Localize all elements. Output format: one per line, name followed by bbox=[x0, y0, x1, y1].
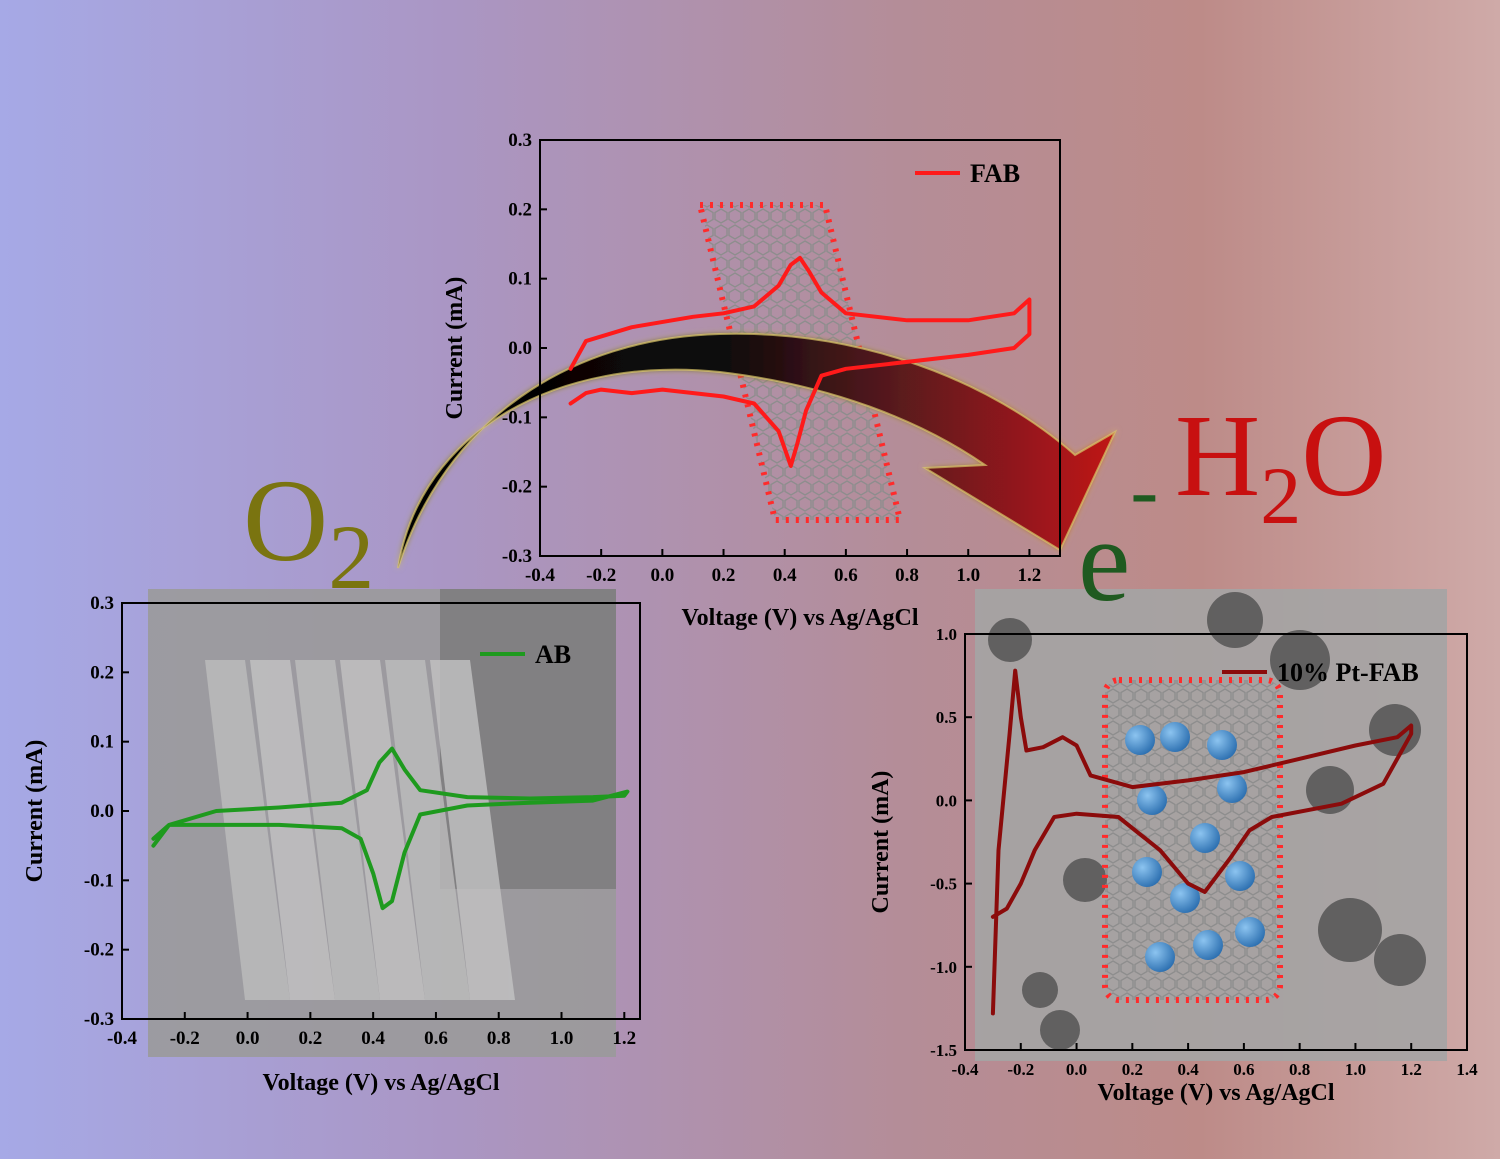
pt-particle bbox=[1137, 785, 1167, 815]
reaction-arrow bbox=[397, 332, 1118, 569]
x-tick-label: 0.8 bbox=[487, 1028, 511, 1049]
y-axis-label: Current (mA) bbox=[868, 771, 894, 914]
pt-particle bbox=[1235, 917, 1265, 947]
x-tick-label: 1.2 bbox=[1018, 565, 1042, 586]
x-tick-label: -0.2 bbox=[1007, 1060, 1034, 1079]
pt-particle bbox=[1170, 883, 1200, 913]
y-tick-label: 0.1 bbox=[90, 732, 114, 753]
x-tick-label: 0.0 bbox=[650, 565, 674, 586]
tem-dark-particles bbox=[988, 592, 1426, 1050]
y-tick-label: -0.5 bbox=[930, 875, 957, 894]
cv-chart-fab: -0.4 -0.2 0.0 0.2 0.4 0.6 0.8 1.0 1.2 0.3 0.2 0.1 0.… bbox=[442, 130, 1061, 631]
x-tick-label: 1.2 bbox=[1401, 1060, 1422, 1079]
x-tick-label: 1.2 bbox=[612, 1028, 636, 1049]
y-tick-label: 0.3 bbox=[508, 130, 532, 151]
y-tick-label: 0.0 bbox=[90, 801, 114, 822]
x-tick-label: -0.4 bbox=[952, 1060, 979, 1079]
h2o-label: H2O bbox=[1175, 390, 1386, 541]
ab-stacked-sheets-illustration bbox=[205, 660, 515, 1000]
y-tick-label: -0.2 bbox=[84, 940, 114, 961]
pt-particle bbox=[1225, 861, 1255, 891]
x-tick-label: 1.4 bbox=[1456, 1060, 1478, 1079]
y-tick-label: 1.0 bbox=[936, 625, 957, 644]
y-tick-label: 0.1 bbox=[508, 269, 532, 290]
y-tick-label: -0.2 bbox=[502, 477, 532, 498]
y-tick-label: -0.3 bbox=[502, 546, 532, 567]
pt-particle bbox=[1145, 942, 1175, 972]
pt-particle bbox=[1217, 773, 1247, 803]
y-axis-label: Current (mA) bbox=[442, 277, 468, 420]
pt-particle bbox=[1125, 725, 1155, 755]
x-tick-label: 0.6 bbox=[834, 565, 858, 586]
cv-curve-fab bbox=[568, 255, 1032, 468]
y-tick-label: 0.5 bbox=[936, 708, 957, 727]
y-tick-label: 0.0 bbox=[936, 791, 957, 810]
x-tick-label: -0.2 bbox=[586, 565, 616, 586]
x-tick-label: 1.0 bbox=[1345, 1060, 1366, 1079]
pt-particle bbox=[1193, 930, 1223, 960]
x-axis-label: Voltage (V) vs Ag/AgCl bbox=[262, 1070, 499, 1096]
x-axis-label: Voltage (V) vs Ag/AgCl bbox=[681, 605, 918, 631]
y-tick-label: 0.0 bbox=[508, 338, 532, 359]
x-tick-label: 0.6 bbox=[1233, 1060, 1254, 1079]
x-tick-label: -0.4 bbox=[525, 565, 556, 586]
x-tick-label: 0.8 bbox=[1289, 1060, 1310, 1079]
legend-label: 10% Pt-FAB bbox=[1277, 658, 1419, 687]
cv-curve-ab bbox=[151, 746, 630, 911]
x-tick-label: 0.2 bbox=[298, 1028, 322, 1049]
pt-particle bbox=[1132, 857, 1162, 887]
x-tick-label: 0.6 bbox=[424, 1028, 448, 1049]
cv-curve-pt_fab bbox=[990, 668, 1414, 1016]
pt-particle bbox=[1160, 722, 1190, 752]
x-tick-label: 0.0 bbox=[236, 1028, 260, 1049]
x-tick-label: 0.8 bbox=[895, 565, 919, 586]
y-tick-label: -0.1 bbox=[502, 407, 532, 428]
y-tick-label: 0.2 bbox=[508, 199, 532, 220]
y-tick-label: -1.0 bbox=[930, 958, 957, 977]
legend-label: AB bbox=[535, 640, 571, 669]
x-tick-label: 0.4 bbox=[361, 1028, 385, 1049]
electron-label: e- bbox=[1078, 444, 1158, 626]
o2-label: O2 bbox=[243, 455, 374, 608]
x-tick-label: 0.2 bbox=[712, 565, 736, 586]
pt-particle bbox=[1207, 730, 1237, 760]
legend-label: FAB bbox=[970, 159, 1020, 188]
cv-chart-pt-fab: -0.4 -0.2 0.0 0.2 0.4 0.6 0.8 1.0 1.2 1.4 1.0 0.5 0.… bbox=[868, 625, 1478, 1106]
x-axis-label: Voltage (V) vs Ag/AgCl bbox=[1097, 1080, 1334, 1106]
x-tick-label: 0.2 bbox=[1122, 1060, 1143, 1079]
x-tick-label: -0.2 bbox=[170, 1028, 200, 1049]
y-tick-label: 0.2 bbox=[90, 662, 114, 683]
x-tick-label: 1.0 bbox=[956, 565, 980, 586]
plot-frame bbox=[964, 633, 1468, 1051]
y-tick-label: -0.3 bbox=[84, 1009, 114, 1030]
y-tick-label: -0.1 bbox=[84, 870, 114, 891]
pt-nanoparticles bbox=[1125, 722, 1265, 972]
pt-particle bbox=[1190, 823, 1220, 853]
y-tick-label: -1.5 bbox=[930, 1041, 957, 1060]
cv-chart-ab: -0.4 -0.2 0.0 0.2 0.4 0.6 0.8 1.0 1.2 0.3 0.2 0.1 0.… bbox=[22, 593, 641, 1096]
y-axis-label: Current (mA) bbox=[22, 740, 48, 883]
x-tick-label: 0.4 bbox=[1177, 1060, 1199, 1079]
y-tick-label: 0.3 bbox=[90, 593, 114, 614]
x-tick-label: 0.0 bbox=[1066, 1060, 1087, 1079]
x-tick-label: 1.0 bbox=[550, 1028, 574, 1049]
x-tick-label: -0.4 bbox=[107, 1028, 138, 1049]
x-tick-label: 0.4 bbox=[773, 565, 797, 586]
